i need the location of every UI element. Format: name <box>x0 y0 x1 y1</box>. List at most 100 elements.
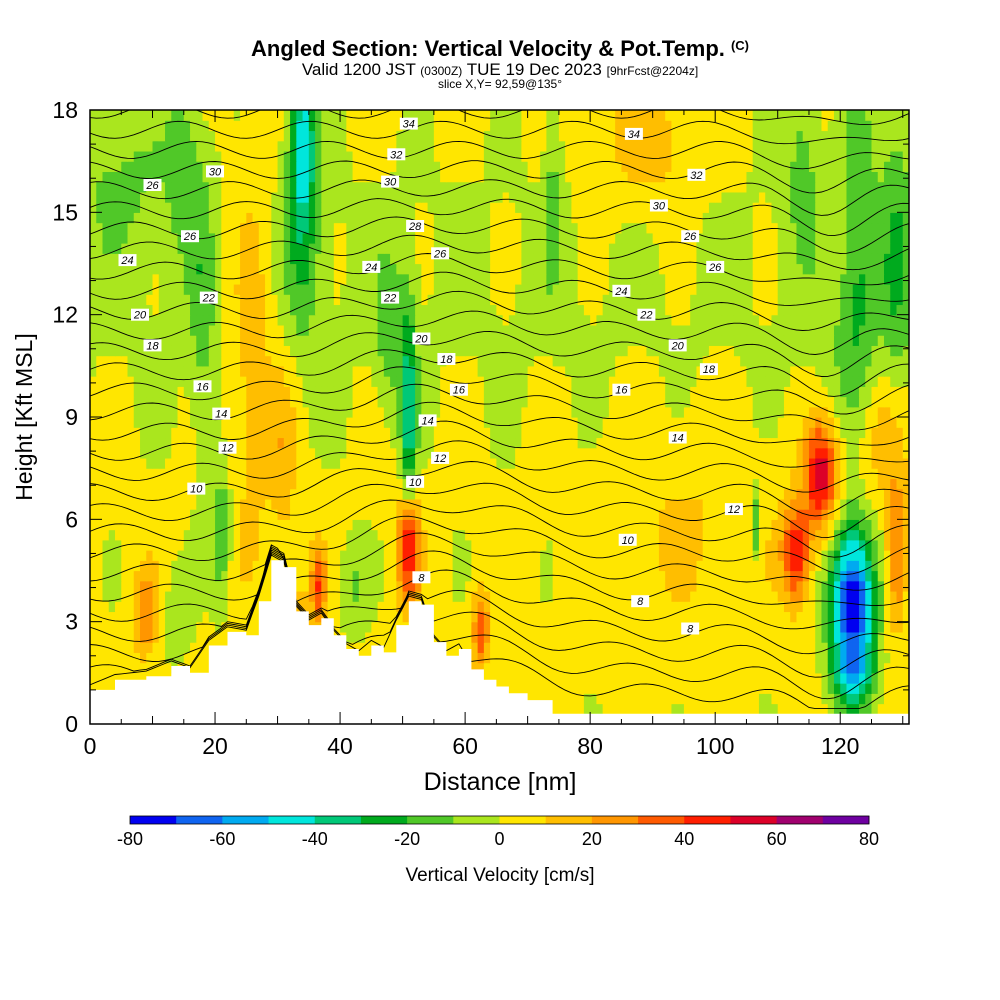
velocity-cell <box>202 590 210 602</box>
velocity-cell <box>358 570 366 582</box>
velocity-cell <box>633 406 641 418</box>
velocity-cell <box>883 672 891 684</box>
velocity-cell <box>902 693 909 705</box>
velocity-cell <box>121 386 129 398</box>
velocity-cell <box>546 468 554 479</box>
velocity-cell <box>133 529 141 541</box>
velocity-cell <box>477 488 485 500</box>
velocity-cell <box>127 437 135 449</box>
valid-time-line: Valid 1200 JST (0300Z) TUE 19 Dec 2023 [… <box>0 60 1000 80</box>
velocity-cell <box>777 652 785 664</box>
velocity-cell <box>265 529 272 541</box>
velocity-cell <box>327 550 335 561</box>
velocity-cell <box>396 365 404 377</box>
velocity-cell <box>321 396 329 408</box>
velocity-cell <box>302 478 310 490</box>
velocity-cell <box>690 683 698 694</box>
velocity-cell <box>815 427 823 439</box>
velocity-cell <box>240 519 247 531</box>
velocity-cell <box>240 529 247 541</box>
velocity-cell <box>340 560 347 572</box>
velocity-cell <box>665 590 673 602</box>
velocity-cell <box>896 703 904 715</box>
velocity-cell <box>308 437 316 449</box>
velocity-cell <box>415 550 422 561</box>
velocity-cell <box>808 611 816 623</box>
velocity-cell <box>383 580 391 592</box>
velocity-cell <box>327 478 335 490</box>
velocity-cell <box>752 529 760 541</box>
velocity-cell <box>677 672 685 684</box>
velocity-cell <box>896 590 904 602</box>
velocity-cell <box>365 529 372 541</box>
velocity-cell <box>608 672 616 684</box>
velocity-cell <box>902 672 909 684</box>
velocity-cell <box>508 376 516 387</box>
velocity-cell <box>408 539 416 551</box>
velocity-cell <box>802 437 810 449</box>
velocity-cell <box>321 447 329 459</box>
velocity-cell <box>815 621 823 633</box>
velocity-cell <box>146 437 154 449</box>
velocity-cell <box>540 355 547 367</box>
velocity-cell <box>546 447 554 459</box>
velocity-cell <box>496 335 504 346</box>
velocity-cell <box>315 417 322 428</box>
velocity-cell <box>677 488 685 500</box>
velocity-cell <box>127 324 135 336</box>
velocity-cell <box>852 662 860 674</box>
velocity-cell <box>746 590 754 602</box>
velocity-cell <box>171 376 179 387</box>
velocity-cell <box>440 498 447 510</box>
velocity-cell <box>221 386 229 398</box>
velocity-cell <box>421 498 429 510</box>
velocity-cell <box>683 529 691 541</box>
velocity-cell <box>815 550 823 561</box>
velocity-cell <box>877 683 885 694</box>
velocity-cell <box>333 519 341 531</box>
velocity-cell <box>690 345 698 357</box>
velocity-cell <box>833 550 841 561</box>
velocity-cell <box>208 580 216 592</box>
velocity-cell <box>140 498 147 510</box>
velocity-cell <box>152 601 160 613</box>
velocity-cell <box>196 621 204 633</box>
velocity-cell <box>715 703 723 715</box>
velocity-cell <box>108 457 116 469</box>
velocity-cell <box>646 386 654 398</box>
velocity-cell <box>702 621 710 633</box>
velocity-cell <box>521 642 529 653</box>
velocity-cell <box>865 631 873 643</box>
velocity-cell <box>171 365 179 377</box>
velocity-cell <box>527 355 535 367</box>
velocity-cell <box>327 509 335 520</box>
velocity-cell <box>715 376 723 387</box>
velocity-cell <box>240 478 247 490</box>
velocity-cell <box>627 662 635 674</box>
velocity-cell <box>433 529 441 541</box>
velocity-cell <box>433 570 441 582</box>
velocity-cell <box>602 396 610 408</box>
velocity-cell <box>683 437 691 449</box>
velocity-cell <box>902 652 909 664</box>
velocity-cell <box>190 386 197 398</box>
velocity-cell <box>871 335 879 346</box>
velocity-cell <box>790 335 798 346</box>
velocity-cell <box>165 590 172 602</box>
velocity-cell <box>215 355 222 367</box>
velocity-cell <box>796 509 804 520</box>
velocity-cell <box>471 406 479 418</box>
velocity-cell <box>808 488 816 500</box>
velocity-cell <box>733 550 741 561</box>
velocity-cell <box>333 365 341 377</box>
velocity-cell <box>865 703 873 715</box>
velocity-cell <box>590 693 597 705</box>
velocity-cell <box>833 396 841 408</box>
velocity-cell <box>608 642 616 653</box>
velocity-cell <box>140 437 147 449</box>
velocity-cell <box>483 672 491 684</box>
velocity-cell <box>883 550 891 561</box>
velocity-cell <box>477 652 485 664</box>
velocity-cell <box>702 355 710 367</box>
velocity-cell <box>621 683 629 694</box>
